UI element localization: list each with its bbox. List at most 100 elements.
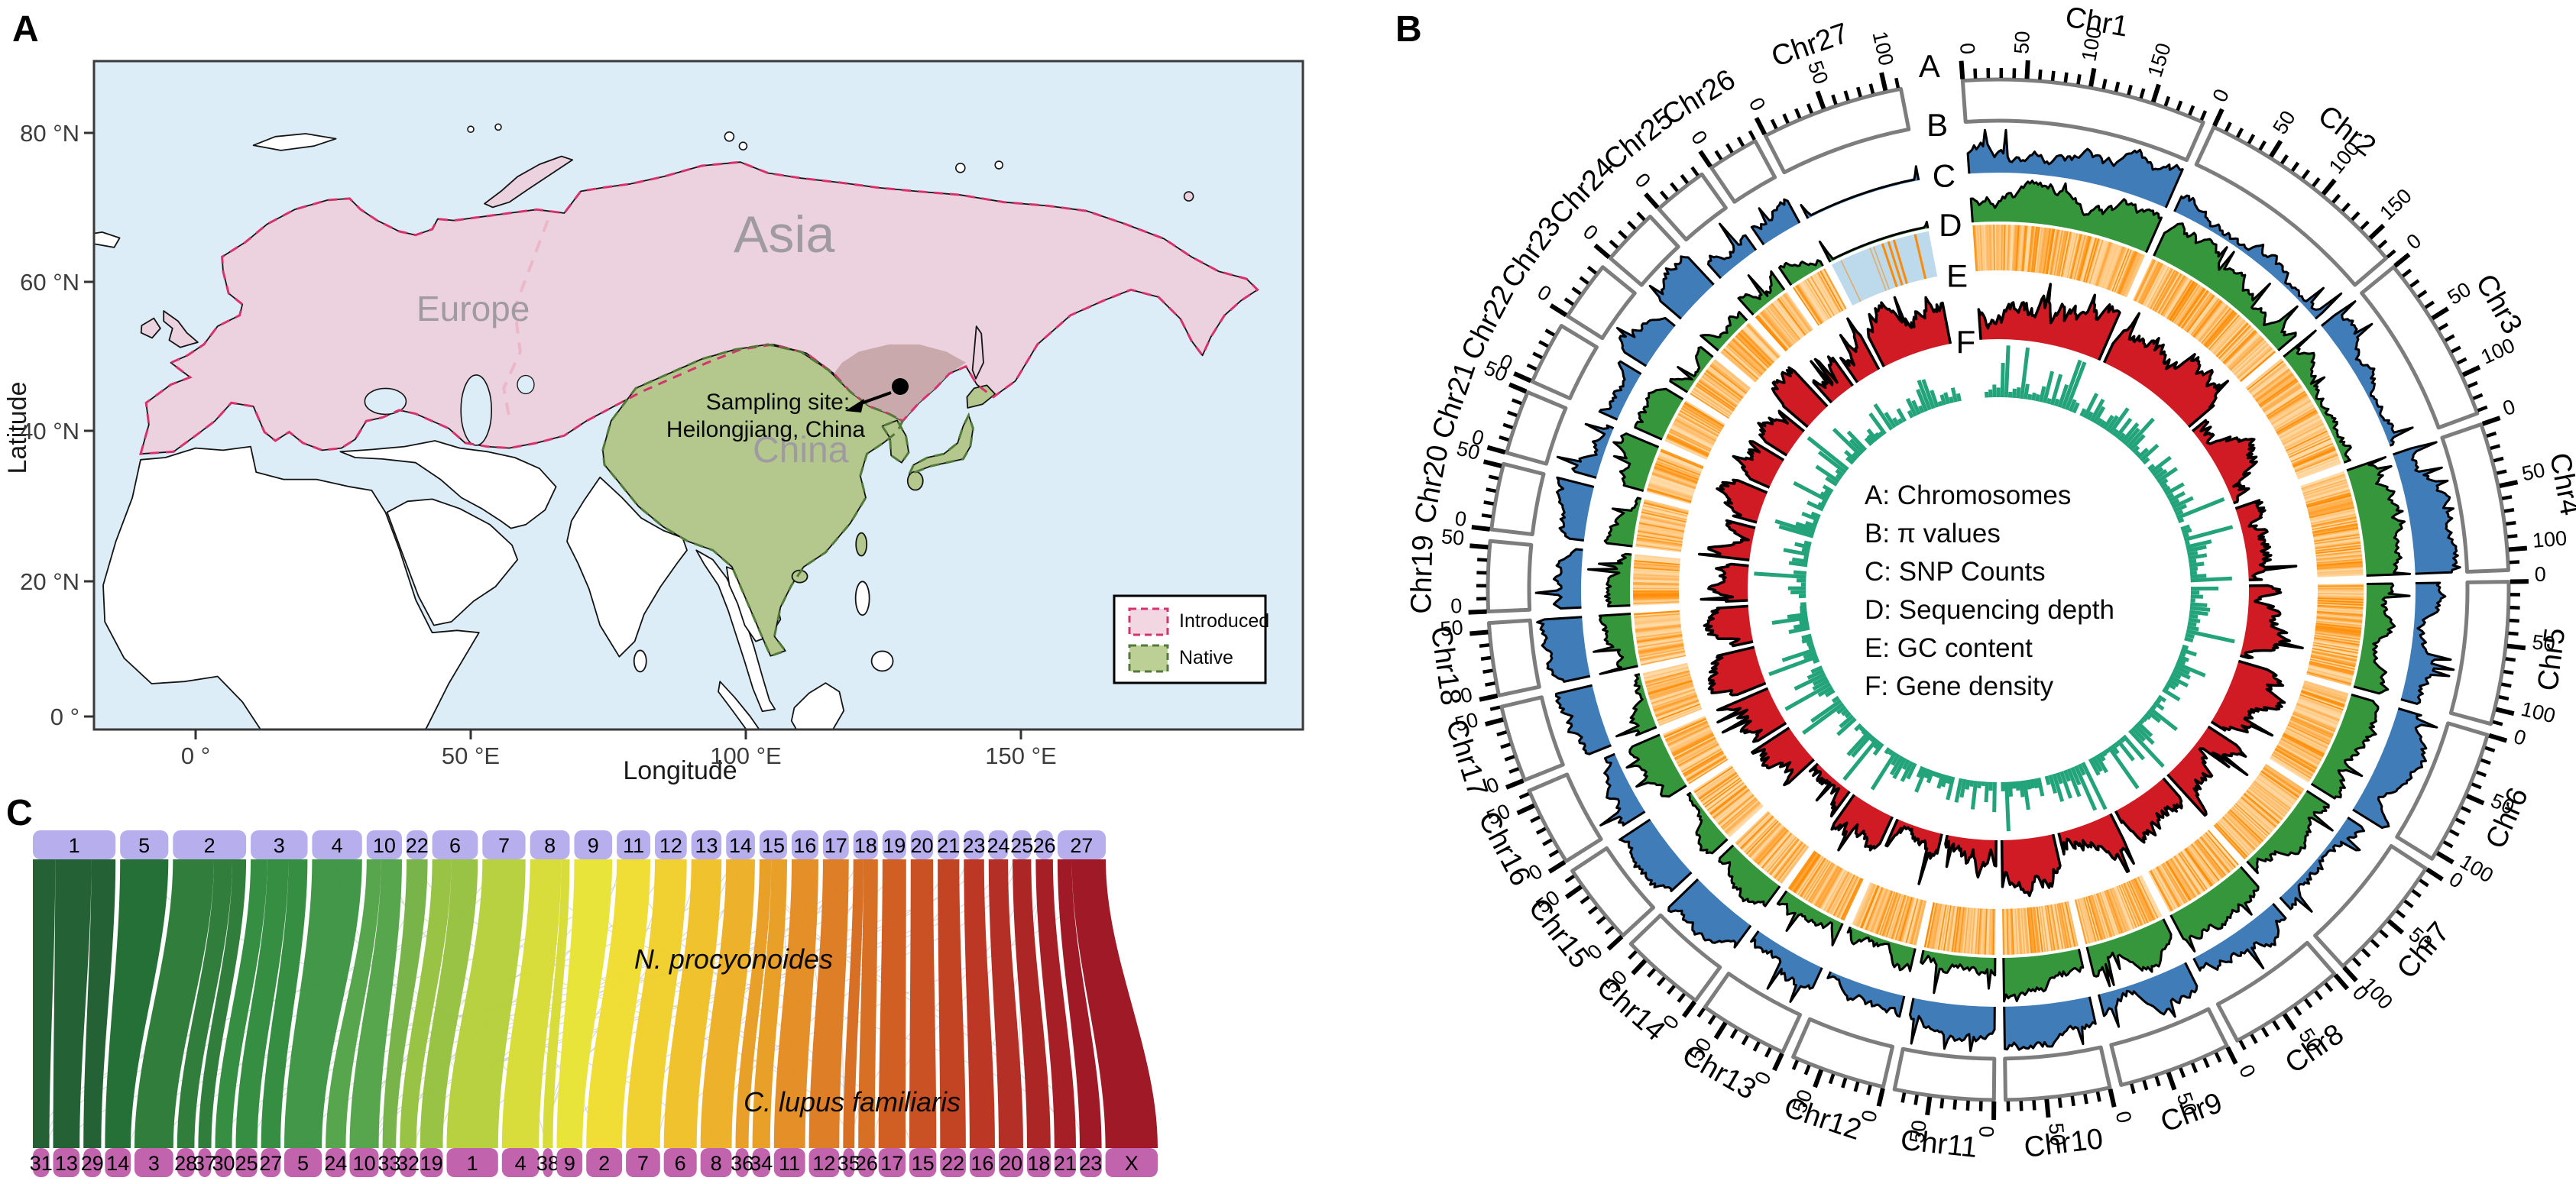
track-snp [2346,456,2412,577]
y-tick-0: 0 ° [50,704,79,730]
synteny-ribbon [1013,859,1051,1148]
bottom-chromosome-box [177,1148,195,1177]
bottom-chromosome-label: 29 [81,1152,104,1175]
bottom-chromosome-label: 20 [1000,1152,1022,1175]
track-gc [2000,833,2062,898]
bottom-chromosome-label: 12 [812,1152,835,1175]
track-gc [1944,834,1998,879]
synteny-ribbon [235,859,289,1148]
top-chromosome-box [759,830,787,859]
top-chromosome-box [574,830,613,859]
track-snp [1634,387,1684,441]
track-snp [1700,311,1748,352]
track-pi [1619,818,1693,892]
circos-center-legend: A: Chromosomes B: π values C: SNP Counts… [1865,480,2114,701]
map-frame [92,60,1304,731]
top-chromosome-label: 20 [910,834,933,857]
chromosome-box [1892,1047,1997,1102]
x-tick-150e: 150 °E [985,742,1056,769]
track-depth [1972,224,2146,298]
bottom-chromosome-label: 27 [259,1152,282,1175]
track-depth [1852,882,1927,946]
track-depth [1664,400,1725,460]
sampling-arrow-head [845,399,864,412]
luzon [854,581,870,616]
bottom-chromosome-box [878,1148,906,1177]
sampling-arrow-line [858,391,892,406]
novaya-zemlya [484,155,574,209]
track-snp [1846,926,1917,972]
bottom-chromosome-label: 4 [515,1152,527,1175]
synteny-ribbon [284,859,362,1148]
chromosome-box [1505,390,1568,466]
map-clip-group [94,61,1303,729]
track-gene-density [1832,428,1868,465]
track-gene-density [1802,695,1857,736]
track-pi [1555,684,1612,755]
top-chromosome-label: 9 [588,834,599,857]
track-depth [2306,584,2364,687]
borneo [790,682,845,729]
track-snp [1625,733,1687,798]
track-depth [2002,901,2079,955]
top-chromosome-label: 4 [332,834,343,857]
chromosome-box [2313,844,2428,969]
track-gc [1830,794,1894,852]
arctic-island [494,123,502,131]
track-snp [1718,844,1781,907]
synteny-ribbon [501,859,562,1148]
chromosome-box [1791,1017,1895,1089]
top-chromosome-box [1035,830,1053,859]
track-gene-density [1754,570,1807,599]
chromosome-name: Chr11 [1899,1124,1979,1164]
bottom-chromosome-label: 6 [675,1152,686,1175]
bottom-chromosome-box [999,1148,1023,1177]
track-snp [2153,222,2299,351]
svg-text:0: 0 [1469,425,1487,450]
track-pi [2352,707,2438,830]
center-legend-line-f: F: Gene density [1865,671,2054,701]
synteny-ribbons [33,859,1158,1148]
panel-c-label: C [6,793,33,833]
sampling-site-label-line2: Heilongjiang, China [666,417,865,442]
x-tick-100e: 100 °E [710,742,781,769]
top-chromosome-label: 18 [854,834,877,857]
top-chromosome-box [1013,830,1032,859]
track-gc [2210,659,2286,737]
bottom-chromosome-box [663,1148,697,1177]
chromosome-box [2395,721,2490,861]
synteny-ribbon [33,859,56,1148]
bottom-chromosome-label: 10 [353,1152,376,1175]
track-gc [1716,687,1787,743]
track-depth [1720,322,1781,383]
track-gene-density [1914,765,1955,801]
bottom-chromosome-label: 19 [420,1152,443,1175]
track-gc [1716,478,1768,524]
bottom-chromosome-box [626,1148,660,1177]
synteny-ribbon [735,859,772,1148]
synteny-ribbon [53,859,92,1148]
synteny-ribbon [964,859,995,1148]
synteny-ribbon [878,859,906,1148]
bottom-chromosome-label: 28 [174,1152,197,1175]
bottom-chromosome-box [105,1148,131,1177]
svg-text:50: 50 [2268,107,2299,138]
x-axis-ticks: 0 ° 50 °E 100 °E 150 °E [181,729,1057,769]
top-chromosome-box [726,830,755,859]
synteny-ribbon [420,859,478,1148]
svg-text:100: 100 [2519,697,2558,728]
synteny-ribbon [400,859,452,1148]
svg-text:50: 50 [1453,708,1481,736]
synteny-ribbon [1057,859,1102,1148]
track-depth [1634,610,1687,666]
track-gene-density [1771,602,1810,634]
bottom-chromosome-box [326,1148,346,1177]
track-depth [1693,765,1764,838]
track-depth [2147,830,2239,913]
synteny-ribbon [134,859,214,1148]
